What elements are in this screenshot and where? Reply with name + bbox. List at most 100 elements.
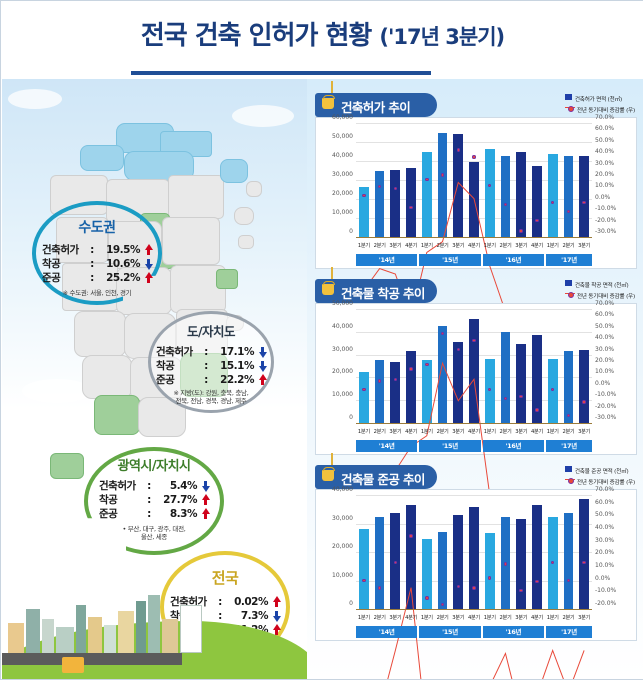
metric-value: 10.6% [106,258,140,270]
bubble-metric-row: 착공:10.6% [32,257,162,271]
x-axis-tick-label: 4분기 [468,429,480,435]
y2-axis-tick-label: 60.0% [595,125,615,133]
bar-cell[interactable] [466,312,482,424]
map-region [50,453,84,479]
y-axis-tick-label: 0 [349,414,353,421]
bar-cell[interactable] [419,498,435,610]
bar-cell[interactable] [482,312,498,424]
bar-cell[interactable] [576,126,592,238]
bar-cell[interactable] [529,498,545,610]
y2-axis-tick-label: 0.0% [595,193,611,201]
bar-cell[interactable] [356,126,372,238]
bar-cell[interactable] [419,312,435,424]
bar-cell[interactable] [482,498,498,610]
bar-cell[interactable] [529,312,545,424]
map-region [74,311,126,357]
bar-cell[interactable] [403,498,419,610]
line-marker [377,379,382,383]
region-bubble-gwangyeoksi[interactable]: 광역시/자치시 건축허가:5.4% 착공:27.7% 준공:8.3% • 부산, 대구,… [84,447,224,555]
line-marker [362,578,366,583]
line-marker [519,394,523,399]
bar-cell[interactable] [435,126,451,238]
line-marker [393,186,398,191]
metric-value: 8.3% [169,508,198,520]
metric-colon: : [204,374,208,386]
region-bubble-do[interactable]: 도/자치도 건축허가:17.1% 착공:15.1% 준공:22.2% ※ 지방(도): … [148,311,274,413]
cloud-decor [232,105,294,127]
line-marker [472,155,476,159]
bar-cell[interactable] [419,126,435,238]
bar-cell[interactable] [561,498,577,610]
building [104,625,116,653]
bar-cell[interactable] [545,126,561,238]
bar [484,148,495,238]
bar-cell[interactable] [403,312,419,424]
bar-cell[interactable] [356,498,372,610]
bar [516,344,527,424]
bar [563,351,574,424]
bubble-metric-row: 건축허가:17.1% [148,345,274,359]
legend-item-bar: 건축물 준공 면적 (천㎡) [564,466,635,477]
bar-cell[interactable] [498,312,514,424]
gridline [356,161,592,162]
bar-cell[interactable] [482,126,498,238]
x-axis [356,237,592,238]
bar-cell[interactable] [466,498,482,610]
bar-cell[interactable] [450,126,466,238]
chart-block-completions: 건축물 준공 추이 건축물 준공 면적 (천㎡) 전년 동기대비 증감률 (우)… [315,453,637,641]
hook-decor [331,453,333,467]
line-marker [519,229,523,233]
bar-cell[interactable] [561,312,577,424]
bar-cell[interactable] [372,126,388,238]
bar-cell[interactable] [450,498,466,610]
bar-series [356,126,592,238]
y2-axis-tick-label: -20.0% [595,216,617,224]
bar-cell[interactable] [435,312,451,424]
building [88,617,102,653]
bar-cell[interactable] [561,126,577,238]
bar-cell[interactable] [513,126,529,238]
bar-cell[interactable] [450,312,466,424]
year-group-labels: '14년 '15년 '16년 '17년 [356,254,592,266]
bar-cell[interactable] [529,126,545,238]
plot: 0 10,000 20,000 30,000 40,000 50,000 60,000 -30… [332,114,616,238]
map-region [220,159,248,183]
bar-cell[interactable] [387,126,403,238]
plot: 0 10,000 20,000 30,000 40,000 50,000 -30.0% -20… [332,300,616,424]
region-bubble-sudogwon[interactable]: 수도권 건축허가:19.5% 착공:10.6% 준공:25.2% ※ 수도권: 서울, … [32,201,162,305]
bubble-metrics: 건축허가:5.4% 착공:27.7% 준공:8.3% [84,479,224,521]
bar-cell[interactable] [513,312,529,424]
y2-axis-tick-label: 10.0% [595,182,615,190]
line-marker [472,586,476,590]
line-marker [566,413,571,418]
arrow-down-icon [144,258,153,270]
x-axis-labels: 1분기 2분기 3분기 4분기 1분기 2분기 3분기 4분기 1분기 2분기 3분기 4분기 1분기 2… [356,240,592,252]
line-marker [377,184,382,189]
y-axis-tick-label: 10,000 [332,209,353,216]
bar-cell[interactable] [356,312,372,424]
line-marker [566,578,571,583]
bar-cell[interactable] [387,312,403,424]
bar [390,169,401,238]
bar-cell[interactable] [372,312,388,424]
bar-cell[interactable] [576,312,592,424]
bar [579,498,590,610]
metric-value: 0.02% [234,596,268,608]
x-axis-tick-label: 4분기 [530,243,543,249]
chart-legend: 건축허가 면적 (천㎡) 전년 동기대비 증감률 (우) [564,94,635,116]
metric-colon: : [204,360,208,372]
bar-cell[interactable] [513,498,529,610]
bar-cell[interactable] [498,126,514,238]
line-marker [550,387,555,392]
bar [484,359,495,424]
bar-cell[interactable] [372,498,388,610]
year-group-label: '15년 [419,254,481,266]
bar [484,533,495,610]
bar-cell[interactable] [435,498,451,610]
bar-cell[interactable] [545,312,561,424]
arrow-up-icon [144,244,153,256]
bar-cell[interactable] [403,126,419,238]
metric-colon: : [90,244,94,256]
y2-axis-tick-label: 60.0% [595,311,615,319]
bar-cell[interactable] [576,498,592,610]
